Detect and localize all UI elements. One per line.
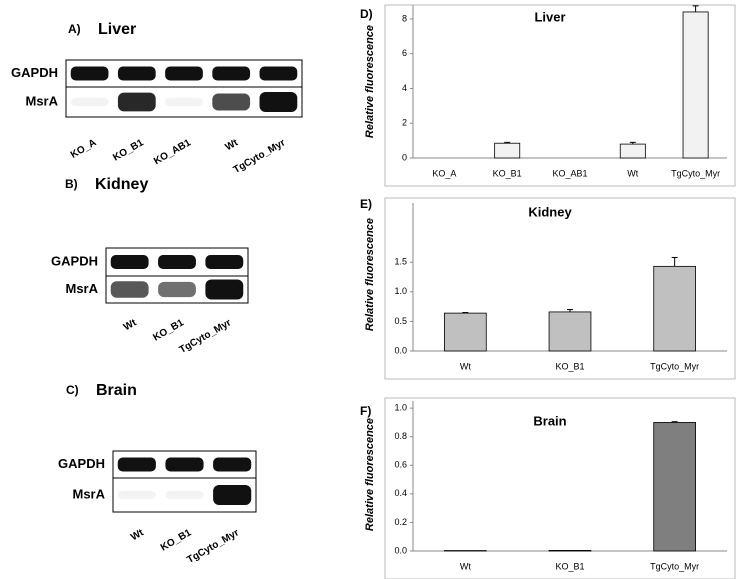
plot-frame: [384, 397, 736, 579]
row-label: MsrA: [25, 93, 58, 108]
band: [165, 66, 203, 81]
band: [117, 66, 156, 81]
lane-label: Wt: [223, 137, 240, 153]
bar: [653, 422, 697, 552]
x-tick-label: Wt: [460, 361, 471, 371]
y-tick-label: 0.2: [394, 517, 407, 527]
chart-title: Brain: [533, 413, 566, 428]
bar: [619, 143, 646, 159]
x-tick-label: TgCyto_Myr: [650, 361, 699, 371]
lane-label: TgCyto_Myr: [178, 317, 234, 355]
bar: [653, 265, 697, 352]
x-tick-label: KO_B1: [555, 561, 584, 571]
y-tick-label: 8: [402, 13, 407, 23]
bar: [682, 11, 709, 159]
lane-label: Wt: [129, 527, 146, 543]
y-tick-label: 0.6: [394, 460, 407, 470]
y-tick-label: 0.8: [394, 431, 407, 441]
bar: [548, 550, 592, 552]
row-label: GAPDH: [58, 456, 105, 471]
y-tick-label: 0: [402, 152, 407, 162]
band: [117, 457, 156, 472]
band: [205, 279, 244, 300]
y-tick-label: 0.0: [394, 545, 407, 555]
lane-label: KO_B1: [151, 317, 186, 343]
band: [110, 255, 149, 269]
bar: [494, 142, 521, 159]
bar: [548, 311, 592, 352]
band: [259, 66, 298, 81]
lane-label: KO_A: [69, 137, 99, 160]
panel-label: F): [360, 404, 371, 418]
lane-label: KO_AB1: [152, 137, 193, 167]
band: [212, 66, 251, 81]
bar: [443, 312, 487, 352]
panel-label: D): [360, 7, 373, 21]
x-tick-label: KO_A: [432, 168, 456, 178]
band: [212, 93, 251, 111]
chart-title: Kidney: [528, 204, 572, 219]
x-tick-label: TgCyto_Myr: [671, 168, 720, 178]
lane-label: Wt: [122, 317, 139, 333]
lane-label: TgCyto_Myr: [232, 137, 288, 175]
lane-label: TgCyto_Myr: [185, 527, 241, 565]
band: [165, 97, 203, 107]
x-tick-label: TgCyto_Myr: [650, 561, 699, 571]
y-tick-label: 0.0: [394, 345, 407, 355]
y-tick-label: 6: [402, 48, 407, 58]
band: [117, 490, 156, 500]
band: [259, 92, 298, 112]
panel-label: C): [66, 383, 79, 397]
band: [213, 485, 252, 505]
panel-label: E): [360, 197, 372, 211]
lane-label: KO_B1: [159, 527, 194, 553]
row-label: GAPDH: [51, 253, 98, 268]
y-tick-label: 1.0: [394, 403, 407, 413]
x-tick-label: Wt: [460, 561, 471, 571]
y-axis-label: Relative fluorescence: [364, 418, 376, 531]
y-tick-label: 2: [402, 118, 407, 128]
y-tick-label: 0.5: [394, 316, 407, 326]
band: [117, 92, 156, 112]
x-tick-label: KO_AB1: [552, 168, 587, 178]
band: [165, 457, 204, 472]
band: [158, 281, 196, 298]
chart-title: Liver: [534, 9, 565, 24]
y-tick-label: 1.0: [394, 286, 407, 296]
y-tick-label: 4: [402, 83, 407, 93]
blot-tissue: Liver: [98, 21, 136, 38]
band: [70, 66, 109, 81]
lane-label: KO_B1: [111, 137, 146, 163]
x-tick-label: KO_B1: [493, 168, 522, 178]
band: [70, 97, 109, 107]
y-tick-label: 0.4: [394, 488, 407, 498]
x-tick-label: KO_B1: [555, 361, 584, 371]
blot-tissue: Brain: [96, 382, 137, 399]
y-axis-label: Relative fluorescence: [364, 25, 376, 138]
x-tick-label: Wt: [627, 168, 638, 178]
y-axis-label: Relative fluorescence: [364, 218, 376, 331]
panel-label: A): [68, 22, 81, 36]
band: [165, 490, 204, 500]
row-label: MsrA: [65, 281, 98, 296]
band: [110, 281, 149, 298]
blot-tissue: Kidney: [95, 176, 148, 193]
y-tick-label: 1.5: [394, 257, 407, 267]
band: [158, 255, 196, 269]
row-label: MsrA: [72, 486, 105, 501]
row-label: GAPDH: [11, 65, 58, 80]
plot-frame: [384, 197, 736, 380]
panel-label: B): [65, 177, 78, 191]
band: [213, 457, 252, 472]
plot-frame: [384, 4, 736, 187]
band: [205, 255, 244, 269]
